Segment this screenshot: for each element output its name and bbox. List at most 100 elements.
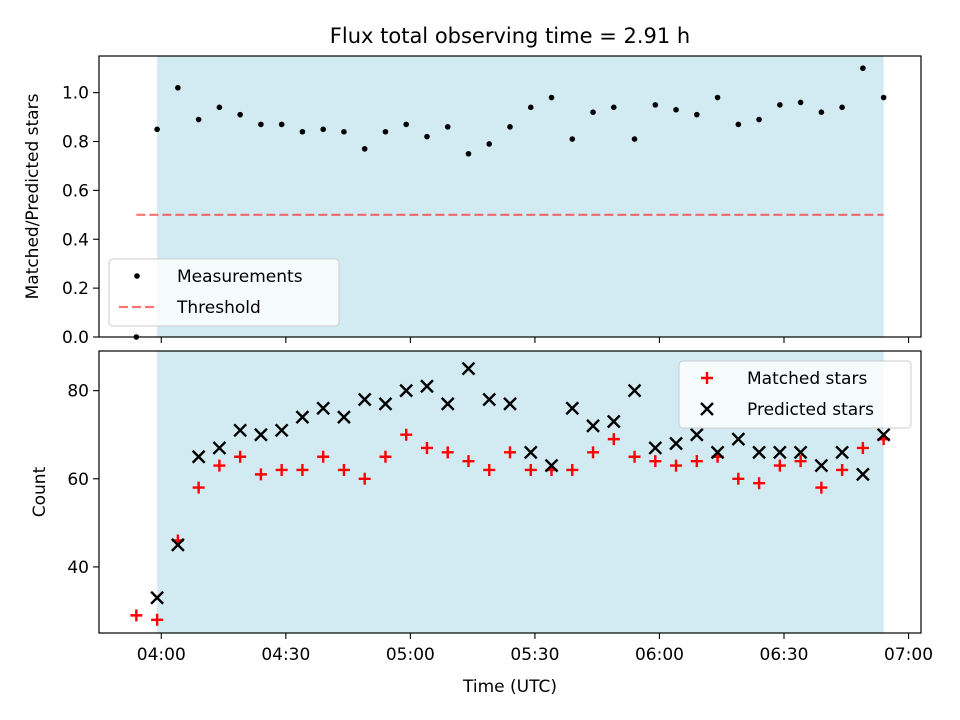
measurement-point — [569, 136, 576, 142]
matched-star-point — [732, 472, 745, 485]
predicted-star-point — [752, 445, 766, 460]
y-tick-label: 60 — [67, 470, 89, 490]
measurement-point — [694, 111, 700, 118]
matched-star-point — [441, 446, 454, 459]
measurement-point — [860, 65, 866, 72]
x-tick-label: 04:30 — [261, 645, 310, 665]
predicted-star-point — [233, 423, 248, 438]
predicted-star-point — [378, 397, 393, 411]
x-tick-label: 04:00 — [137, 645, 186, 665]
measurement-point — [631, 136, 638, 142]
matched-star-point — [483, 463, 496, 476]
matched-star-point — [358, 472, 371, 485]
predicted-star-point — [606, 414, 621, 429]
measurement-point — [278, 121, 285, 128]
predicted-star-point — [835, 445, 849, 460]
predicted-star-point — [316, 401, 331, 416]
y-axis-label: Matched/Predicted stars — [23, 93, 43, 299]
y-tick-label: 0.8 — [62, 133, 89, 153]
measurement-point — [610, 104, 617, 111]
matched-star-point — [254, 468, 267, 481]
predicted-star-point — [627, 383, 642, 398]
measurement-point — [714, 94, 721, 101]
legend-label: Threshold — [176, 298, 261, 318]
matched-star-point — [649, 455, 662, 468]
matched-star-point — [753, 477, 766, 490]
x-tick-label: 06:30 — [760, 645, 809, 665]
predicted-star-point — [710, 445, 725, 460]
predicted-star-point — [544, 458, 559, 473]
predicted-star-point — [191, 449, 206, 464]
predicted-star-point — [503, 397, 517, 411]
predicted-star-point — [689, 427, 704, 442]
predicted-star-point — [793, 445, 808, 460]
measurement-point — [527, 104, 534, 111]
count-panel: 04:00 04:30 05:00 05:30 06:00 06:30 07:00 40 60 8… — [30, 350, 933, 665]
matched-star-point — [670, 459, 683, 472]
predicted-star-point — [337, 410, 351, 424]
matched-star-point — [192, 481, 205, 494]
predicted-star-point — [212, 441, 227, 455]
matched-star-point — [130, 609, 143, 622]
ratio-panel: 0.0 0.2 0.4 0.6 0.8 1.0 Matched/Predicted star… — [23, 55, 922, 348]
y-axis-label: Count — [30, 466, 50, 517]
predicted-star-point — [565, 401, 580, 416]
measurement-point — [195, 116, 202, 123]
y-tick-label: 80 — [67, 382, 89, 402]
measurement-point — [382, 128, 389, 135]
measurement-point — [465, 150, 472, 157]
axes-frame — [98, 350, 922, 634]
predicted-star-point — [669, 436, 683, 451]
predicted-star-point — [523, 445, 538, 460]
matched-star-point — [607, 433, 620, 446]
y-tick-label: 0.4 — [62, 230, 89, 250]
measurement-point — [424, 133, 430, 140]
legend-label: Matched stars — [747, 369, 867, 389]
measurement-point — [756, 116, 762, 123]
measurement-point — [797, 99, 804, 106]
matched-star-point — [420, 441, 433, 454]
matched-star-point — [275, 463, 288, 476]
x-tick-label: 05:00 — [386, 645, 435, 665]
measurement-point — [486, 141, 493, 147]
matched-star-point — [462, 455, 475, 468]
predicted-star-point — [440, 397, 455, 411]
matched-star-point — [628, 450, 641, 463]
matched-star-point — [856, 441, 869, 454]
measurement-point — [403, 121, 410, 128]
measurement-point — [839, 104, 845, 111]
legend: Measurements Threshold — [108, 258, 340, 327]
measurement-point — [777, 102, 783, 108]
predicted-star-point — [150, 590, 164, 605]
measurement-point — [341, 128, 347, 135]
predicted-star-point — [773, 445, 787, 460]
measurement-point — [818, 109, 825, 115]
predicted-star-point — [461, 361, 476, 376]
predicted-star-point — [731, 432, 746, 446]
legend-box — [678, 360, 912, 429]
x-axis-label: Time (UTC) — [462, 677, 557, 697]
measurement-point — [154, 126, 160, 133]
y-tick-label: 40 — [67, 558, 89, 578]
measurement-point — [299, 128, 306, 135]
x-tick-label: 05:30 — [510, 645, 559, 665]
predicted-star-point — [814, 458, 829, 473]
predicted-star-point — [399, 383, 414, 398]
measurement-point — [444, 124, 451, 130]
legend-label: Measurements — [177, 267, 303, 287]
y-tick-label: 0.0 — [62, 328, 89, 348]
measurement-point — [507, 124, 513, 130]
measurement-point — [237, 111, 243, 118]
measurement-point — [175, 84, 181, 91]
y-tick-label: 0.2 — [62, 279, 89, 299]
legend-matched-marker — [701, 372, 713, 384]
matched-star-point — [400, 428, 413, 441]
predicted-star-point — [420, 379, 434, 394]
legend-measurement-marker — [134, 273, 140, 279]
axes-frame — [98, 55, 922, 338]
legend-predicted-marker — [700, 402, 714, 416]
predicted-star-point — [876, 427, 891, 442]
measurement-point — [735, 121, 742, 128]
matched-star-point — [213, 459, 226, 472]
